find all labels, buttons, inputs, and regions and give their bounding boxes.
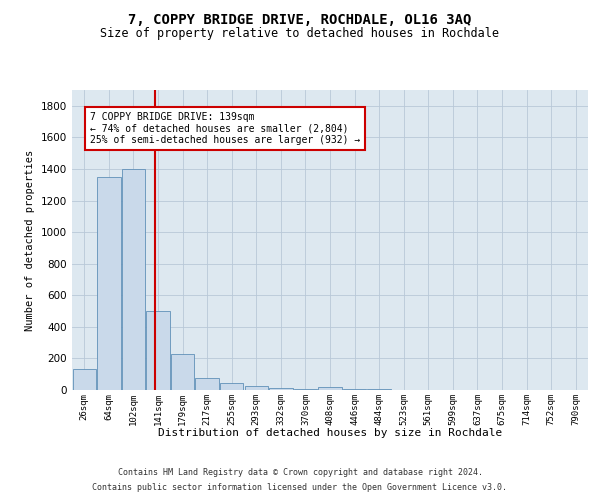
Text: Distribution of detached houses by size in Rochdale: Distribution of detached houses by size … — [158, 428, 502, 438]
Text: 7 COPPY BRIDGE DRIVE: 139sqm
← 74% of detached houses are smaller (2,804)
25% of: 7 COPPY BRIDGE DRIVE: 139sqm ← 74% of de… — [89, 112, 360, 146]
Bar — [367, 389, 391, 390]
Text: Size of property relative to detached houses in Rochdale: Size of property relative to detached ho… — [101, 28, 499, 40]
Bar — [196, 378, 219, 390]
Bar — [97, 177, 121, 390]
Bar — [343, 389, 366, 390]
Bar — [73, 368, 96, 390]
Bar — [122, 169, 145, 390]
Bar — [146, 311, 170, 390]
Bar — [171, 354, 194, 390]
Text: Contains HM Land Registry data © Crown copyright and database right 2024.: Contains HM Land Registry data © Crown c… — [118, 468, 482, 477]
Y-axis label: Number of detached properties: Number of detached properties — [25, 150, 35, 330]
Text: 7, COPPY BRIDGE DRIVE, ROCHDALE, OL16 3AQ: 7, COPPY BRIDGE DRIVE, ROCHDALE, OL16 3A… — [128, 12, 472, 26]
Bar — [220, 383, 244, 390]
Bar — [269, 388, 293, 390]
Bar — [319, 387, 341, 390]
Text: Contains public sector information licensed under the Open Government Licence v3: Contains public sector information licen… — [92, 483, 508, 492]
Bar — [245, 386, 268, 390]
Bar — [294, 389, 317, 390]
